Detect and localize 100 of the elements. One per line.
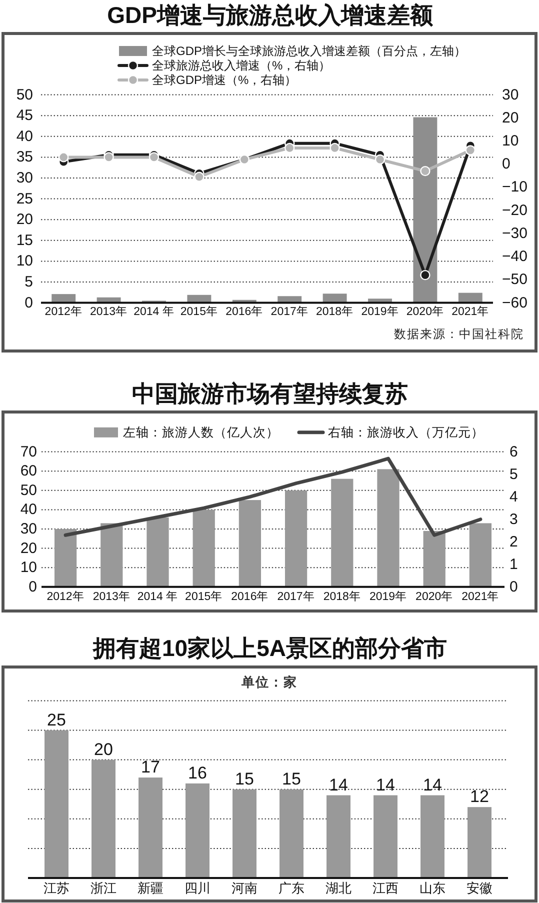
- point: [420, 166, 430, 176]
- y-tick-label: 60: [20, 462, 37, 480]
- x-tick-label: 2013年: [90, 304, 128, 318]
- x-tick-label: 江苏: [44, 880, 70, 896]
- y2-tick-label: −20: [502, 202, 528, 219]
- y-tick-label: 0: [24, 294, 33, 312]
- data-label: 20: [94, 740, 113, 759]
- y2-tick-label: 20: [502, 109, 519, 126]
- x-tick-label: 江西: [372, 880, 398, 896]
- y-tick-label: 45: [16, 107, 33, 124]
- x-tick-label: 2016年: [231, 590, 269, 603]
- y-tick-label: 35: [16, 148, 33, 166]
- x-tick-label: 山东: [420, 880, 446, 896]
- x-tick-label: 2020年: [406, 304, 444, 318]
- legend-label: 右轴：旅游收入（万亿元）: [328, 425, 484, 440]
- bar: [280, 789, 304, 878]
- x-tick-label: 2014 年: [134, 304, 174, 318]
- x-tick-label: 2013年: [92, 590, 130, 603]
- point: [104, 152, 114, 162]
- bar: [331, 478, 354, 587]
- x-tick-label: 2017年: [270, 304, 308, 318]
- data-label: 14: [376, 775, 395, 794]
- x-tick-label: 2019年: [369, 590, 408, 603]
- bar: [322, 294, 347, 303]
- bar: [54, 529, 77, 587]
- y2-tick-label: −50: [502, 271, 528, 288]
- y2-tick-label: 2: [510, 533, 518, 550]
- y-tick-label: 70: [20, 443, 37, 460]
- bar: [423, 530, 446, 587]
- point: [58, 152, 69, 162]
- bar: [458, 292, 482, 303]
- bar: [186, 783, 210, 878]
- y2-tick-label: 0: [502, 156, 510, 173]
- point: [420, 270, 430, 280]
- y-tick-label: 40: [16, 128, 33, 145]
- data-label: 25: [47, 710, 66, 730]
- y2-tick-label: −10: [502, 178, 528, 196]
- chart-title: 拥有超10家以上5A景区的部分省市: [92, 635, 447, 661]
- legend-label: 全球GDP增长与全球旅游总收入增速差额（百分点，左轴）: [152, 44, 466, 58]
- x-tick-label: 河南: [232, 880, 258, 896]
- y2-tick-label: 5: [510, 466, 518, 483]
- x-tick-label: 2016年: [226, 304, 264, 318]
- data-label: 14: [423, 775, 442, 794]
- y2-tick-label: −40: [502, 248, 528, 266]
- y2-tick-label: 3: [510, 510, 518, 528]
- x-tick-label: 浙江: [90, 880, 116, 896]
- point: [465, 145, 476, 156]
- x-tick-label: 2015年: [185, 590, 223, 603]
- bar: [278, 296, 302, 303]
- legend-label: 左轴：旅游人数（亿人次）: [123, 425, 279, 440]
- bar: [377, 469, 400, 587]
- bar: [238, 500, 262, 587]
- point: [148, 152, 160, 162]
- legend-label: 全球旅游总收入增速（%，右轴）: [152, 58, 331, 72]
- y-tick-label: 50: [20, 482, 37, 499]
- point: [374, 154, 386, 165]
- line-series: [64, 456, 482, 537]
- y2-tick-label: −60: [502, 294, 528, 312]
- y-tick-label: 30: [16, 170, 33, 186]
- data-label: 15: [235, 769, 254, 788]
- x-tick-label: 湖北: [326, 880, 352, 896]
- data-label: 14: [329, 775, 348, 794]
- source-note: 数据来源：中国社科院: [394, 327, 524, 341]
- y-tick-label: 40: [20, 501, 37, 518]
- y-tick-label: 20: [16, 211, 33, 228]
- x-tick-label: 2018年: [323, 590, 361, 603]
- bar: [468, 807, 492, 878]
- x-tick-label: 2015年: [180, 304, 218, 318]
- chart-title: 中国旅游市场有望持续复苏: [132, 380, 408, 406]
- point: [194, 172, 204, 182]
- x-tick-label: 2014 年: [137, 590, 178, 603]
- bar: [413, 117, 438, 303]
- y-tick-label: 25: [16, 190, 33, 208]
- chart-title: GDP增速与旅游总收入增速差额: [107, 2, 434, 28]
- bar: [92, 760, 116, 878]
- chart-subtitle: 单位：家: [240, 674, 298, 690]
- y2-tick-label: 30: [502, 86, 519, 104]
- bar: [138, 778, 162, 878]
- y-tick-label: 10: [16, 252, 33, 270]
- x-tick-label: 2017年: [277, 590, 315, 603]
- data-label: 17: [141, 758, 160, 777]
- bar: [52, 294, 76, 303]
- bar: [44, 730, 68, 878]
- data-label: 15: [282, 769, 301, 788]
- y-tick-label: 30: [20, 520, 37, 538]
- bar: [326, 795, 350, 878]
- y2-tick-label: 0: [510, 578, 518, 596]
- bar: [469, 523, 492, 587]
- x-tick-label: 2021年: [452, 304, 490, 318]
- x-tick-label: 2012年: [46, 590, 84, 603]
- bar: [374, 795, 398, 878]
- x-tick-label: 2020年: [416, 590, 454, 603]
- x-tick-label: 2019年: [361, 304, 399, 318]
- bar: [284, 490, 308, 587]
- y-tick-label: 15: [16, 232, 33, 249]
- x-tick-label: 2012年: [44, 304, 82, 318]
- x-tick-label: 广东: [278, 880, 304, 896]
- x-tick-label: 2018年: [316, 304, 354, 318]
- y2-tick-label: 1: [510, 556, 518, 573]
- bar: [146, 517, 169, 587]
